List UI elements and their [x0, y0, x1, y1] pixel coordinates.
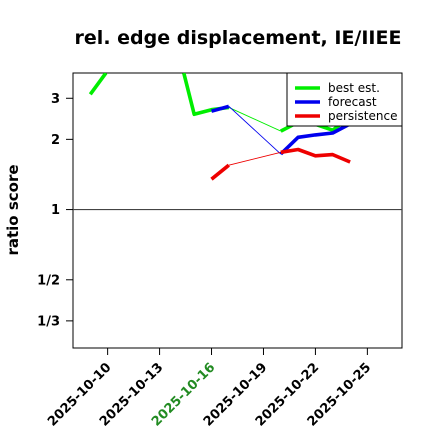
series-best-est-segment-1: [88, 73, 108, 96]
y-tick-label: 2: [51, 133, 60, 148]
connector-forecast: [228, 106, 282, 155]
legend-label: persistence: [328, 109, 397, 123]
series-persistence-segment-1: [210, 163, 230, 181]
y-axis-label: ratio score: [4, 164, 22, 255]
y-tick-label: 1/2: [37, 273, 60, 288]
legend-label: forecast: [328, 95, 377, 109]
legend-box: [286, 72, 403, 127]
legend-label: best est.: [328, 81, 380, 95]
series-forecast-segment-2: [279, 122, 351, 156]
y-tick-label: 1/3: [37, 314, 60, 329]
connector-best-est-: [228, 107, 281, 132]
chart-title: rel. edge displacement, IE/IIEE: [75, 27, 402, 49]
y-tick-label: 3: [51, 92, 60, 107]
y-tick-label: 1: [51, 203, 60, 218]
plot-frame: [72, 72, 403, 349]
series-persistence-segment-2: [280, 147, 351, 164]
series-forecast-segment-1: [211, 104, 230, 113]
connector-persistence: [228, 151, 281, 166]
